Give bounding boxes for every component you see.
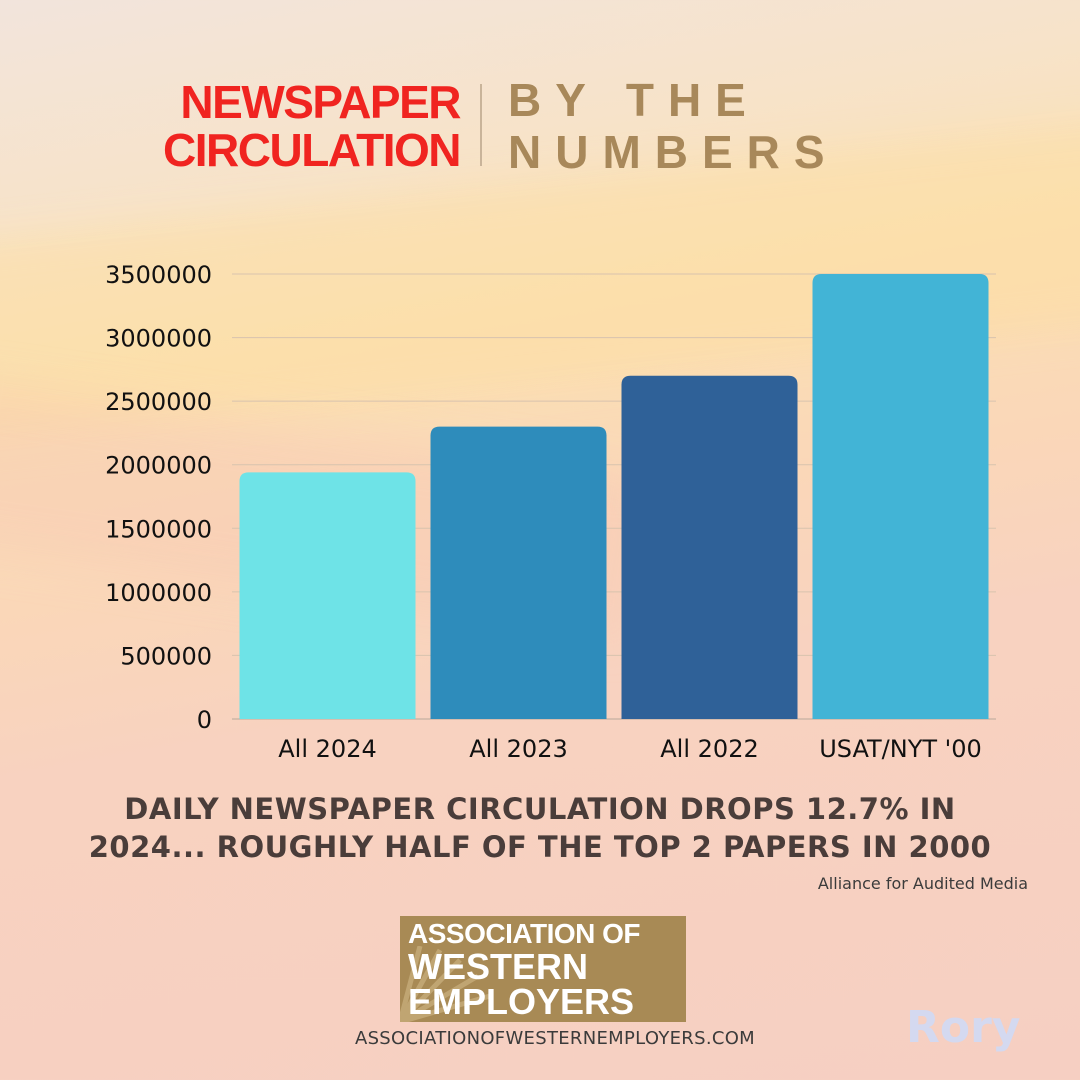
watermark: Rory (906, 1002, 1021, 1053)
y-tick-label: 3000000 (105, 325, 212, 353)
caption-line-1: DAILY NEWSPAPER CIRCULATION DROPS 12.7% … (124, 792, 956, 826)
tagline: BY THE NUMBERS (508, 74, 839, 178)
tagline-line-1: BY THE (508, 74, 760, 126)
sunburst-icon (400, 946, 490, 1022)
website-url: ASSOCIATIONOFWESTERNEMPLOYERS.COM (354, 1028, 756, 1049)
source-credit: Alliance for Audited Media (817, 874, 1028, 893)
y-tick-label: 3500000 (105, 261, 212, 289)
y-tick-label: 1500000 (105, 515, 212, 543)
bar-all-2023 (430, 426, 607, 719)
circulation-bar-chart: 0 500000 1000000 1500000 2000000 2500000 30000… (105, 261, 996, 763)
bars (239, 274, 989, 719)
y-tick-label: 0 (197, 706, 212, 734)
logo-line-2: WESTERN (408, 946, 588, 987)
logo-wordmark: ASSOCIATION OF WESTERN EMPLOYERS (408, 918, 641, 1022)
y-tick-label: 1000000 (105, 579, 212, 607)
bar-usat-nyt-00 (812, 274, 989, 719)
bar-all-2024 (239, 472, 416, 719)
y-tick-label: 500000 (120, 642, 212, 670)
y-tick-label: 2500000 (105, 388, 212, 416)
y-axis-ticks: 0 500000 1000000 1500000 2000000 2500000 30000… (105, 261, 212, 734)
logo-line-3: EMPLOYERS (408, 981, 635, 1022)
x-category-label: USAT/NYT '00 (819, 735, 982, 763)
tagline-line-2: NUMBERS (508, 126, 839, 178)
caption-line-2: 2024... ROUGHLY HALF OF THE TOP 2 PAPERS… (88, 830, 992, 864)
x-axis-labels: All 2024 All 2023 All 2022 USAT/NYT '00 (278, 735, 982, 763)
headline: NEWSPAPER CIRCULATION (163, 76, 461, 176)
x-category-label: All 2023 (469, 735, 567, 763)
chart-caption: DAILY NEWSPAPER CIRCULATION DROPS 12.7% … (0, 790, 1080, 866)
headline-line-2: CIRCULATION (163, 124, 461, 176)
headline-line-1: NEWSPAPER (180, 76, 461, 128)
x-category-label: All 2022 (660, 735, 758, 763)
x-category-label: All 2024 (278, 735, 376, 763)
logo-line-1: ASSOCIATION OF (408, 918, 641, 949)
bar-all-2022 (621, 375, 798, 719)
awe-logo: ASSOCIATION OF WESTERN EMPLOYERS (400, 916, 686, 1022)
y-tick-label: 2000000 (105, 452, 212, 480)
title-divider (480, 84, 482, 166)
